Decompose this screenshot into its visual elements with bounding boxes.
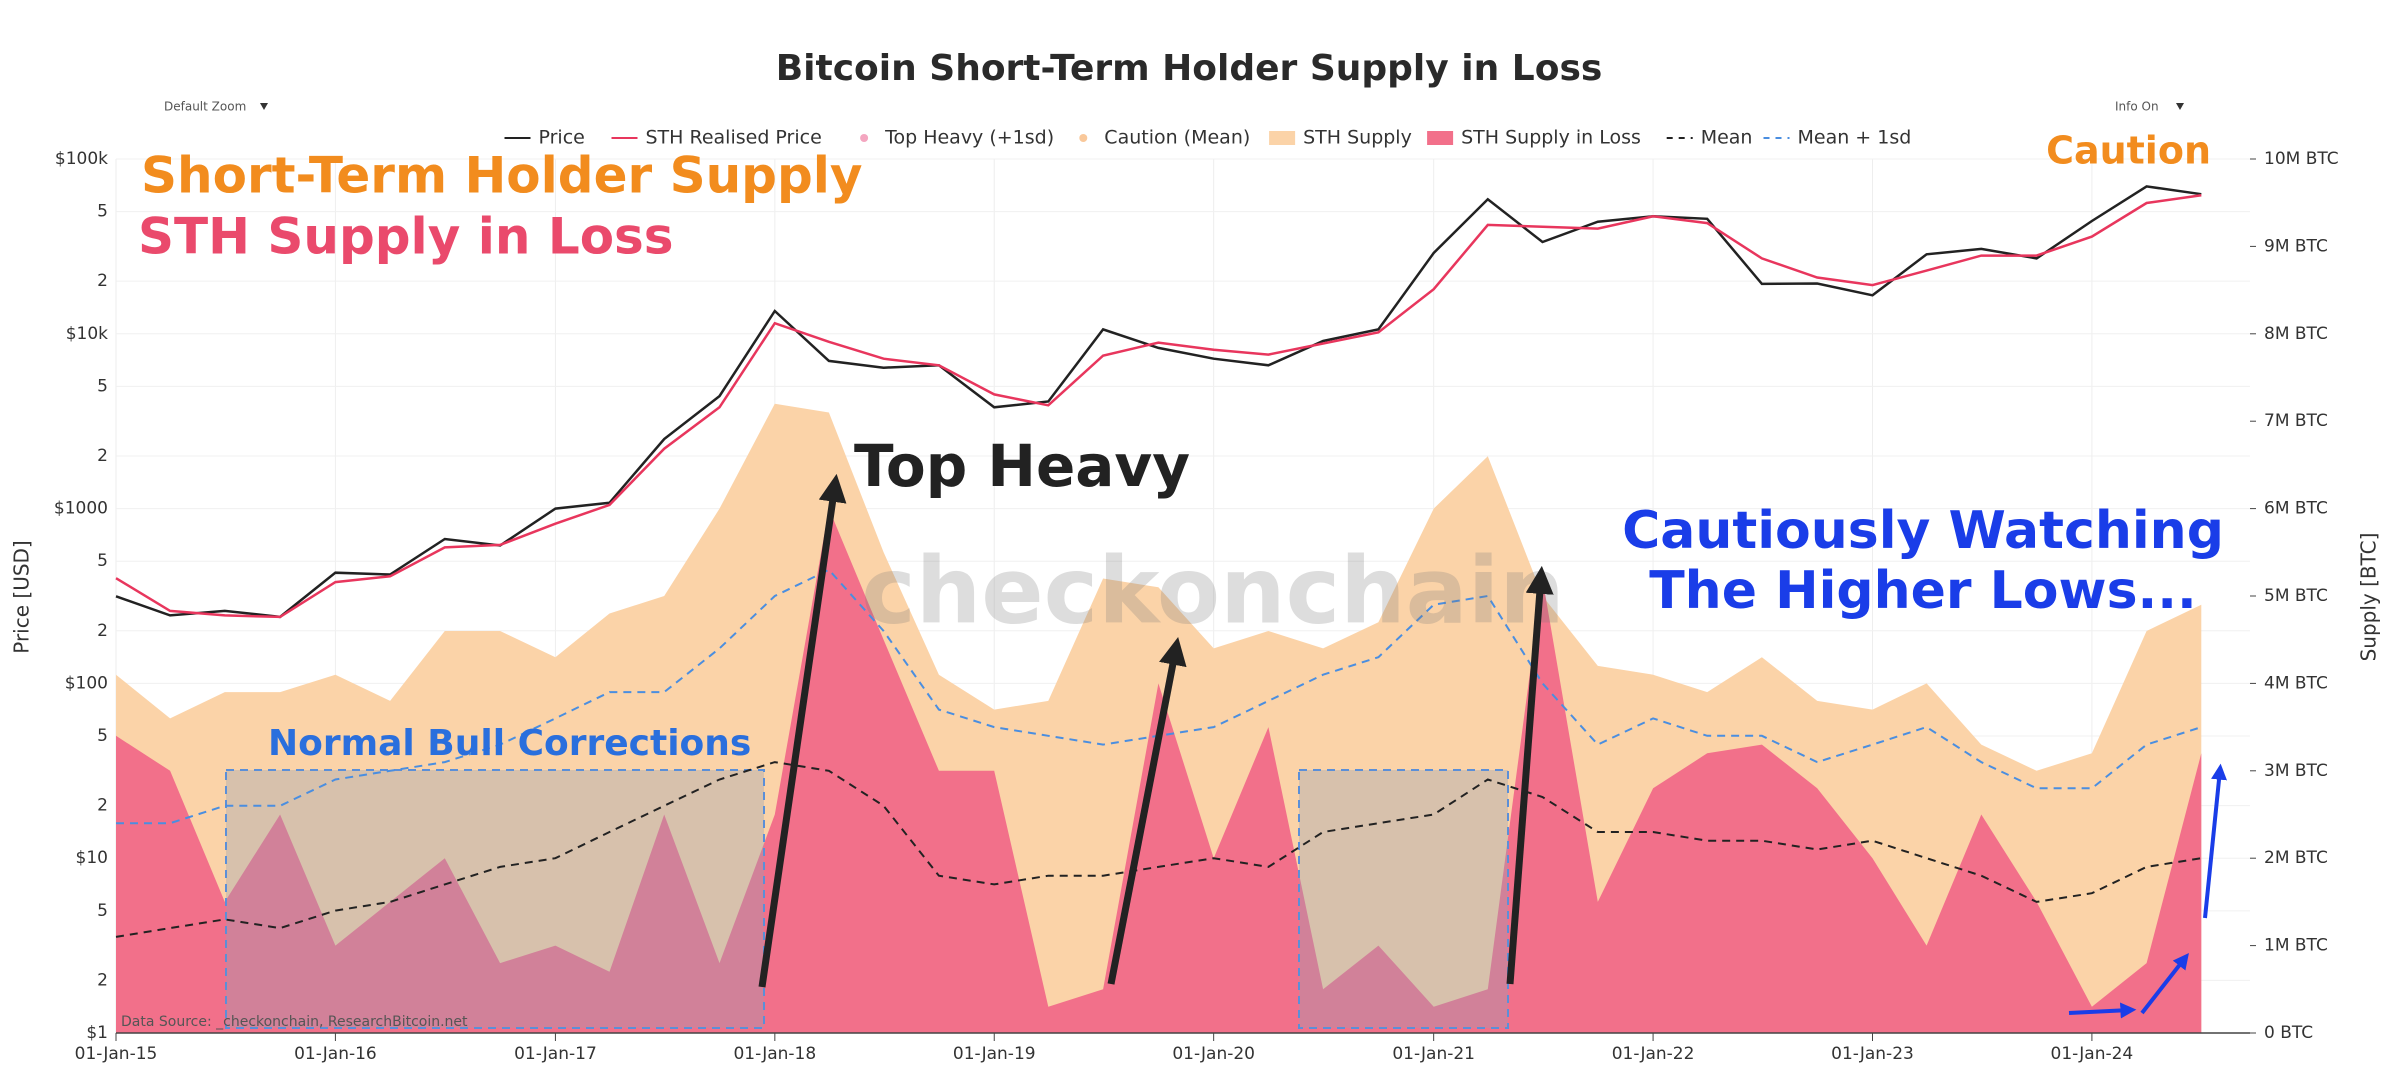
- lines: [115, 185, 2202, 938]
- legend-swatch: [1269, 131, 1296, 145]
- legend-label: STH Supply in Loss: [1461, 127, 1641, 149]
- y-tick-label: $100k: [55, 149, 108, 169]
- y-axis-title: Price [USD]: [10, 540, 34, 654]
- annotation: Normal Bull Corrections: [268, 723, 751, 764]
- y-tick-label: $1: [86, 1023, 108, 1043]
- x-tick-label: 01-Jan-21: [1392, 1044, 1475, 1064]
- y2-tick-label: 5M BTC: [2264, 586, 2328, 606]
- legend-label: Mean + 1sd: [1798, 127, 1912, 149]
- y2-tick-label: 9M BTC: [2264, 236, 2328, 256]
- arrow: [2140, 952, 2189, 1015]
- y-tick-label: 5: [97, 376, 108, 396]
- x-tick-label: 01-Jan-22: [1612, 1044, 1695, 1064]
- y2-tick-label: 7M BTC: [2264, 411, 2328, 431]
- arrow: [1506, 565, 1554, 985]
- annotation: Caution: [2046, 129, 2211, 173]
- mean-line: [115, 761, 2202, 938]
- y-tick-label: 2: [97, 446, 108, 466]
- y2-tick-label: 10M BTC: [2264, 149, 2339, 169]
- legend-label: Price: [539, 127, 585, 149]
- y2-tick-label: 6M BTC: [2264, 499, 2328, 519]
- y2-tick-label: 4M BTC: [2264, 673, 2328, 693]
- annotation: The Higher Lows...: [1649, 561, 2197, 621]
- y-tick-label: $10: [76, 848, 108, 868]
- y-tick-label: $1000: [54, 499, 108, 519]
- y-tick-label: 2: [97, 970, 108, 990]
- x-tick-label: 01-Jan-19: [953, 1044, 1036, 1064]
- y-tick-label: $100: [65, 673, 108, 693]
- x-tick-label: 01-Jan-16: [294, 1044, 377, 1064]
- y-tick-label: $10k: [66, 324, 108, 344]
- x-tick-label: 01-Jan-24: [2051, 1044, 2134, 1064]
- arrow: [2203, 763, 2227, 919]
- price-line: [115, 194, 2202, 619]
- y2-tick-label: 2M BTC: [2264, 848, 2328, 868]
- y-tick-label: 5: [97, 551, 108, 571]
- legend-swatch: [1079, 134, 1088, 142]
- annotation: Top Heavy: [854, 432, 1190, 500]
- y-tick-label: 2: [97, 796, 108, 816]
- axes: 01-Jan-15 01-Jan-16 01-Jan-17 01-Jan-18 01-J…: [54, 149, 2339, 1064]
- legend-swatch: [860, 134, 869, 142]
- legend-label: Mean: [1701, 127, 1753, 149]
- legend-label: STH Realised Price: [646, 127, 822, 149]
- y-tick-label: 5: [97, 901, 108, 921]
- arrow: [2068, 1002, 2137, 1019]
- highlight-box: [225, 769, 765, 1029]
- y-tick-label: 5: [97, 202, 108, 222]
- arrow: [1107, 637, 1187, 985]
- highlight-box: [1298, 769, 1509, 1029]
- watermark: checkonchain: [861, 537, 1565, 644]
- y-tick-label: 5: [97, 726, 108, 746]
- x-tick-label: 01-Jan-20: [1172, 1044, 1255, 1064]
- chart-title: Bitcoin Short-Term Holder Supply in Loss: [776, 48, 1603, 89]
- price-line: [115, 185, 2202, 619]
- x-tick-label: 01-Jan-15: [75, 1044, 158, 1064]
- y2-tick-label: 0 BTC: [2264, 1023, 2313, 1043]
- arrow: [758, 473, 847, 988]
- areas: [116, 403, 2202, 1034]
- y2-tick-label: 8M BTC: [2264, 324, 2328, 344]
- y2-tick-label: 1M BTC: [2264, 936, 2328, 956]
- y2-tick-label: 3M BTC: [2264, 761, 2328, 781]
- y-tick-label: 2: [97, 621, 108, 641]
- data-source: Data Source: _checkonchain, ResearchBitc…: [121, 1014, 468, 1030]
- legend-label: STH Supply: [1303, 127, 1412, 149]
- legend-label: Caution (Mean): [1104, 127, 1250, 149]
- annotation: STH Supply in Loss: [138, 208, 674, 266]
- y-tick-label: 2: [97, 271, 108, 291]
- x-tick-label: 01-Jan-23: [1831, 1044, 1914, 1064]
- supply-area: [116, 508, 2202, 1034]
- annotation: Cautiously Watching: [1622, 501, 2224, 561]
- legend: Price STH Realised Price Top Heavy (+1sd) C…: [504, 127, 1912, 149]
- y2-axis-title: Supply [BTC]: [2357, 533, 2381, 662]
- dropdown-arrow: [2176, 103, 2184, 110]
- info-control[interactable]: Info On: [2115, 100, 2159, 114]
- annotation: Short-Term Holder Supply: [141, 147, 862, 205]
- x-tick-label: 01-Jan-18: [733, 1044, 816, 1064]
- x-tick-label: 01-Jan-17: [514, 1044, 597, 1064]
- zoom-control[interactable]: Default Zoom: [164, 100, 246, 114]
- legend-label: Top Heavy (+1sd): [884, 127, 1054, 149]
- dropdown-arrow: [260, 103, 268, 110]
- legend-swatch: [1427, 131, 1454, 145]
